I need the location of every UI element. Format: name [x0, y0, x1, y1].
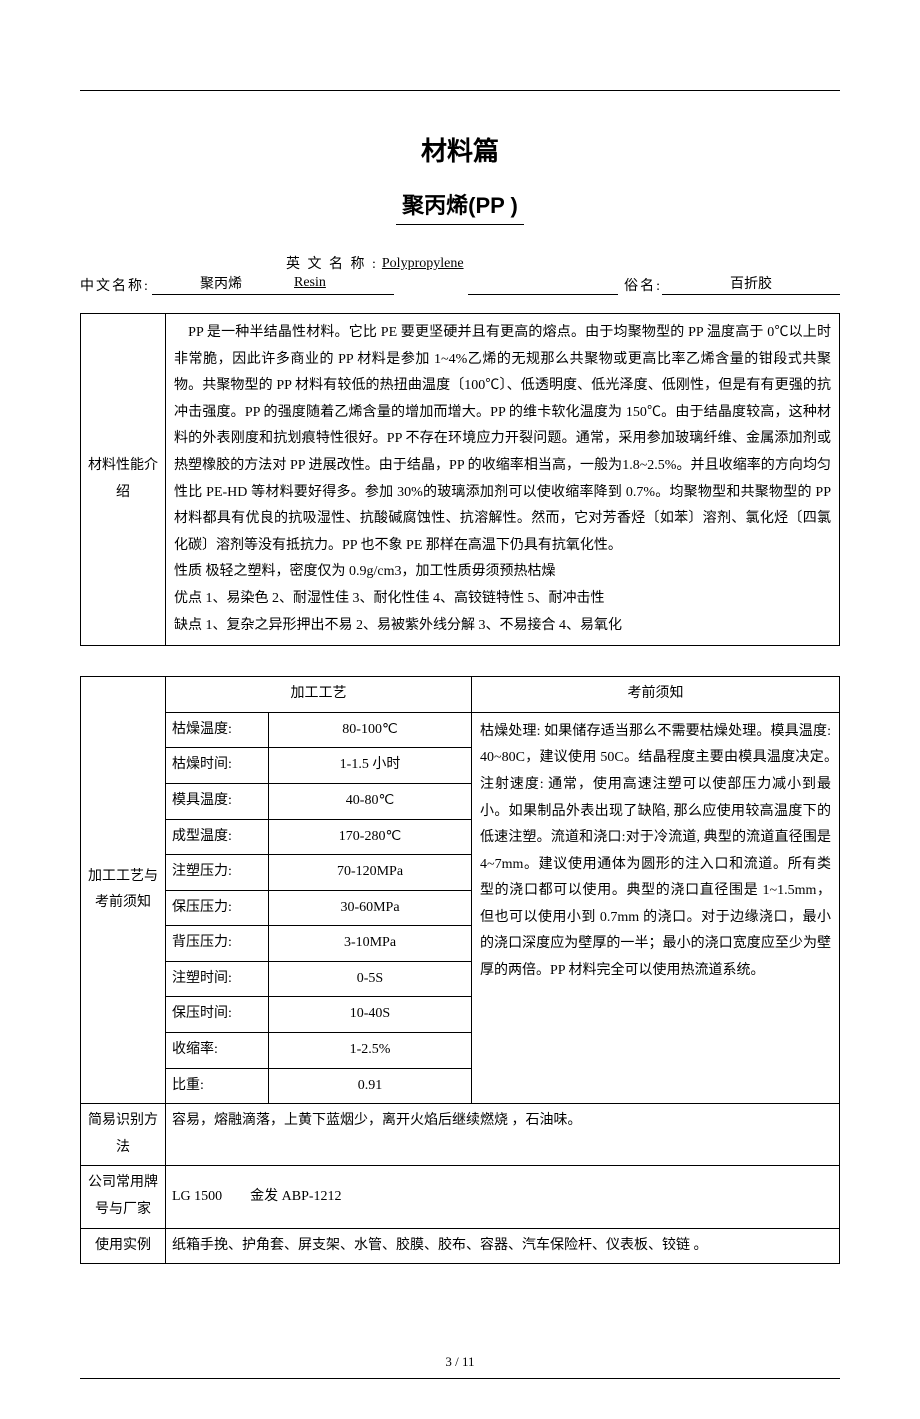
proc-label: 收缩率:: [166, 1033, 269, 1069]
example-label: 使用实例: [81, 1228, 166, 1264]
proc-value: 170-280℃: [269, 819, 472, 855]
proc-value: 80-100℃: [269, 712, 472, 748]
title-main: 材料篇: [80, 131, 840, 168]
proc-label: 保压压力:: [166, 890, 269, 926]
alias-value: 百折胶: [662, 273, 840, 295]
proc-label: 比重:: [166, 1068, 269, 1104]
process-row: 枯燥温度: 80-100℃ 枯燥处理: 如果储存适当那么不需要枯燥处理。模具温度…: [81, 712, 840, 748]
notes-header: 考前须知: [472, 677, 840, 713]
intro-row: 材料性能介绍 PP 是一种半结晶性材料。它比 PE 要更坚硬并且有更高的熔点。由…: [81, 314, 840, 646]
main-table: 材料性能介绍 PP 是一种半结晶性材料。它比 PE 要更坚硬并且有更高的熔点。由…: [80, 313, 840, 1264]
alias-label: 俗名:: [624, 275, 662, 295]
process-label: 加工工艺与考前须知: [81, 677, 166, 1104]
proc-value: 40-80℃: [269, 783, 472, 819]
english-name-label: 英 文 名 称 :: [286, 253, 378, 273]
example-row: 使用实例 纸箱手挽、护角套、屏支架、水管、胶膜、胶布、容器、汽车保险杆、仪表板、…: [81, 1228, 840, 1264]
proc-value: 10-40S: [269, 997, 472, 1033]
brand-body: LG 1500 金发 ABP-1212: [166, 1166, 840, 1228]
proc-label: 枯燥温度:: [166, 712, 269, 748]
notes-body: 枯燥处理: 如果储存适当那么不需要枯燥处理。模具温度: 40~80C，建议使用 …: [472, 712, 840, 1104]
proc-value: 30-60MPa: [269, 890, 472, 926]
brand-row: 公司常用牌号与厂家 LG 1500 金发 ABP-1212: [81, 1166, 840, 1228]
bottom-rule: [80, 1378, 840, 1379]
proc-label: 模具温度:: [166, 783, 269, 819]
title-sub-wrap: 聚丙烯(PP ): [80, 188, 840, 225]
proc-value: 1-2.5%: [269, 1033, 472, 1069]
proc-value: 3-10MPa: [269, 926, 472, 962]
process-header-row: 加工工艺与考前须知 加工工艺 考前须知: [81, 677, 840, 713]
chinese-name-label: 中文名称:: [80, 275, 152, 295]
intro-label: 材料性能介绍: [81, 314, 166, 646]
example-body: 纸箱手挽、护角套、屏支架、水管、胶膜、胶布、容器、汽车保险杆、仪表板、铰链 。: [166, 1228, 840, 1264]
title-sub: 聚丙烯(PP ): [396, 188, 524, 225]
english-name-blank: [468, 275, 619, 295]
top-rule: [80, 90, 840, 91]
proc-value: 1-1.5 小时: [269, 748, 472, 784]
proc-label: 注塑压力:: [166, 855, 269, 891]
process-header: 加工工艺: [166, 677, 472, 713]
brand-label: 公司常用牌号与厂家: [81, 1166, 166, 1228]
identify-row: 简易识别方法 容易，熔融滴落，上黄下蓝烟少，离开火焰后继续燃烧 ，石油味。: [81, 1104, 840, 1166]
identify-body: 容易，熔融滴落，上黄下蓝烟少，离开火焰后继续燃烧 ，石油味。: [166, 1104, 840, 1166]
english-name-line2: Resin: [290, 275, 394, 295]
english-name-line1: Polypropylene: [378, 256, 468, 273]
page: 材料篇 聚丙烯(PP ) 英 文 名 称 : Polypropylene 中文名…: [0, 0, 920, 1419]
proc-label: 保压时间:: [166, 997, 269, 1033]
proc-label: 背压压力:: [166, 926, 269, 962]
name-row: 英 文 名 称 : Polypropylene 中文名称: 聚丙烯 Resin …: [80, 253, 840, 295]
proc-label: 成型温度:: [166, 819, 269, 855]
intro-body: PP 是一种半结晶性材料。它比 PE 要更坚硬并且有更高的熔点。由于均聚物型的 …: [166, 314, 840, 646]
chinese-name-value: 聚丙烯: [152, 273, 290, 295]
proc-label: 注塑时间:: [166, 961, 269, 997]
identify-label: 简易识别方法: [81, 1104, 166, 1166]
proc-value: 0-5S: [269, 961, 472, 997]
proc-value: 0.91: [269, 1068, 472, 1104]
page-footer: 3 / 11: [80, 1354, 840, 1370]
proc-value: 70-120MPa: [269, 855, 472, 891]
proc-label: 枯燥时间:: [166, 748, 269, 784]
spacer-row: [81, 646, 840, 677]
